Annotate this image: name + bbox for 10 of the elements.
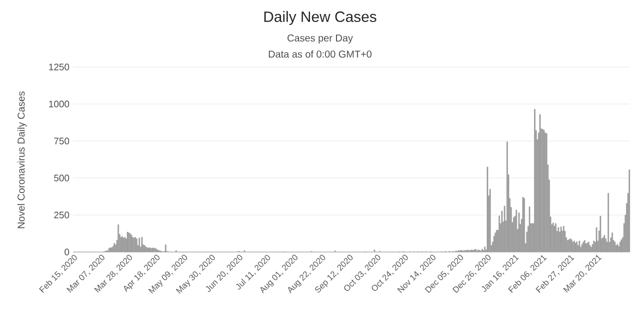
- y-tick-label: 0: [64, 248, 70, 256]
- y-tick-label: 1250: [49, 64, 70, 70]
- y-tick-label: 500: [54, 174, 70, 182]
- y-tick-label: 750: [54, 138, 70, 144]
- y-tick-label: 250: [54, 212, 70, 218]
- y-tick-label: 1000: [49, 100, 70, 108]
- chart-title: Daily New Cases: [264, 11, 376, 25]
- y-axis-title: Novel Coronavirus Daily Cases: [17, 91, 27, 228]
- text: Data as of 0:00 GMT+0: [268, 50, 372, 58]
- chart-subtitle: Cases per Day: [288, 34, 353, 44]
